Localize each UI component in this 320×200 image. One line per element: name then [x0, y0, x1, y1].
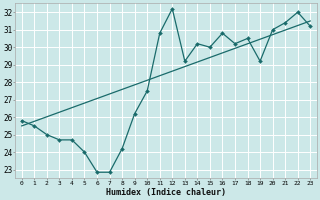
X-axis label: Humidex (Indice chaleur): Humidex (Indice chaleur)	[106, 188, 226, 197]
